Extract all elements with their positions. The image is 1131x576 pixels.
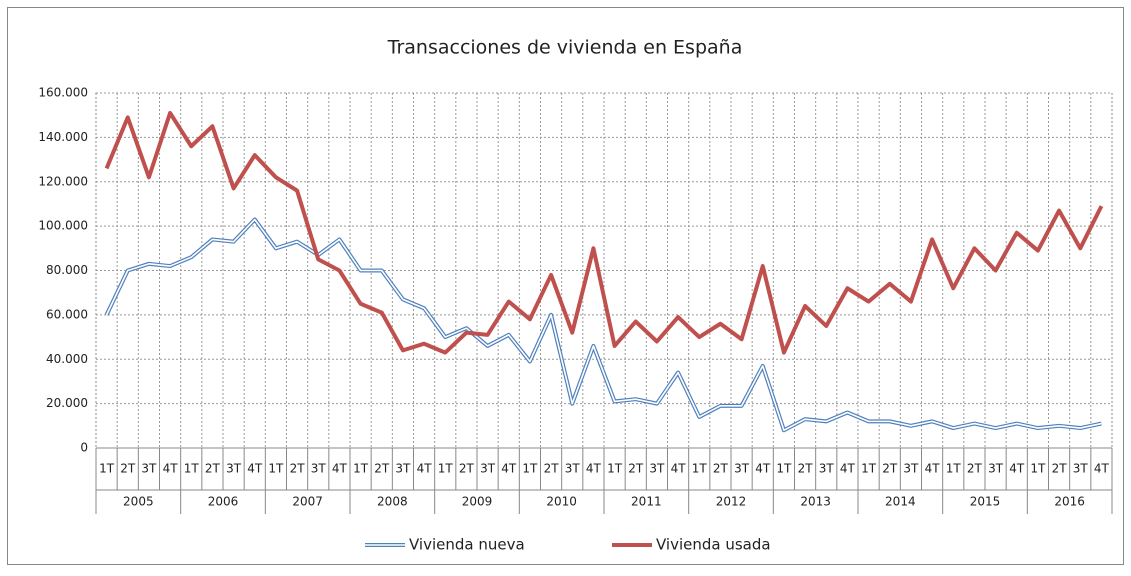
y-tick-label: 140.000: [38, 130, 88, 144]
year-label: 2008: [377, 495, 408, 509]
x-tick-label: 2T: [544, 462, 560, 476]
y-tick-label: 60.000: [46, 307, 88, 321]
x-tick-label: 4T: [501, 462, 517, 476]
x-tick-label: 1T: [438, 462, 454, 476]
x-tick-label: 4T: [332, 462, 348, 476]
x-tick-label: 1T: [1030, 462, 1046, 476]
x-tick-label: 3T: [819, 462, 835, 476]
x-tick-label: 2T: [120, 462, 136, 476]
year-label: 2011: [631, 495, 662, 509]
x-tick-label: 4T: [417, 462, 433, 476]
x-tick-label: 4T: [586, 462, 602, 476]
x-tick-label: 2T: [290, 462, 306, 476]
y-tick-label: 160.000: [38, 86, 88, 100]
x-tick-label: 3T: [226, 462, 242, 476]
x-tick-label: 3T: [141, 462, 157, 476]
year-label: 2015: [970, 495, 1001, 509]
x-tick-label: 1T: [946, 462, 962, 476]
y-tick-label: 20.000: [46, 396, 88, 410]
y-tick-label: 100.000: [38, 219, 88, 233]
y-tick-label: 0: [80, 441, 88, 455]
x-tick-label: 1T: [353, 462, 369, 476]
year-label: 2013: [800, 495, 831, 509]
y-tick-label: 80.000: [46, 263, 88, 277]
year-label: 2007: [292, 495, 323, 509]
year-label: 2012: [716, 495, 747, 509]
chart-title: Transacciones de vivienda en España: [387, 37, 743, 59]
x-tick-label: 2T: [967, 462, 983, 476]
x-tick-label: 2T: [882, 462, 898, 476]
x-tick-label: 2T: [459, 462, 475, 476]
x-tick-label: 4T: [671, 462, 687, 476]
x-tick-label: 1T: [268, 462, 284, 476]
legend-label: Vivienda nueva: [409, 536, 525, 554]
x-tick-label: 3T: [903, 462, 919, 476]
x-tick-label: 1T: [184, 462, 200, 476]
year-label: 2009: [462, 495, 493, 509]
x-tick-label: 4T: [755, 462, 771, 476]
x-tick-label: 3T: [480, 462, 496, 476]
series-line-inner: [105, 218, 1102, 432]
x-tick-label: 3T: [1073, 462, 1089, 476]
x-tick-label: 4T: [163, 462, 179, 476]
x-tick-label: 1T: [522, 462, 538, 476]
y-tick-label: 40.000: [46, 352, 88, 366]
x-tick-label: 4T: [247, 462, 263, 476]
year-label: 2010: [546, 495, 577, 509]
x-tick-label: 3T: [649, 462, 665, 476]
x-tick-label: 1T: [861, 462, 877, 476]
x-tick-label: 1T: [607, 462, 623, 476]
legend-label: Vivienda usada: [656, 536, 771, 554]
x-tick-label: 2T: [205, 462, 221, 476]
x-tick-label: 3T: [734, 462, 750, 476]
y-tick-label: 120.000: [38, 174, 88, 188]
year-label: 2006: [208, 495, 239, 509]
x-tick-label: 1T: [692, 462, 708, 476]
x-tick-label: 4T: [925, 462, 941, 476]
x-tick-label: 2T: [1052, 462, 1068, 476]
x-tick-label: 1T: [776, 462, 792, 476]
x-tick-label: 3T: [395, 462, 411, 476]
x-tick-label: 2T: [798, 462, 814, 476]
x-tick-label: 1T: [99, 462, 115, 476]
x-tick-label: 4T: [1009, 462, 1025, 476]
year-label: 2016: [1054, 495, 1085, 509]
x-tick-label: 4T: [840, 462, 856, 476]
x-tick-label: 3T: [311, 462, 327, 476]
x-tick-label: 2T: [713, 462, 729, 476]
x-tick-label: 4T: [1094, 462, 1110, 476]
year-label: 2005: [123, 495, 154, 509]
x-tick-label: 2T: [374, 462, 390, 476]
x-tick-label: 2T: [628, 462, 644, 476]
year-label: 2014: [885, 495, 916, 509]
x-tick-label: 3T: [565, 462, 581, 476]
chart-border: [7, 7, 1124, 565]
series-line: [104, 110, 1104, 355]
x-tick-label: 3T: [988, 462, 1004, 476]
